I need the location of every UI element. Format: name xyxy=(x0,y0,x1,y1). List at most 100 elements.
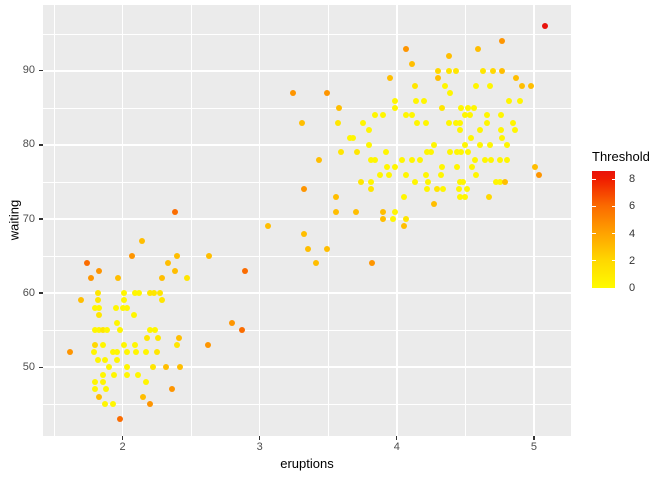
data-point xyxy=(119,304,126,311)
legend-tick-mark xyxy=(592,205,596,207)
gridline-minor-horizontal xyxy=(43,329,571,331)
data-point xyxy=(120,297,127,304)
legend-tick-mark xyxy=(611,178,615,180)
y-tick-mark xyxy=(39,218,43,220)
data-point xyxy=(104,327,111,334)
data-point xyxy=(359,119,366,126)
data-point xyxy=(392,104,399,111)
data-point xyxy=(333,208,340,215)
data-point xyxy=(299,119,306,126)
data-point xyxy=(403,112,410,119)
data-point xyxy=(94,356,101,363)
data-point xyxy=(400,223,407,230)
data-point xyxy=(138,238,145,245)
data-point xyxy=(153,349,160,356)
data-point xyxy=(304,245,311,252)
data-point xyxy=(469,164,476,171)
data-point xyxy=(454,164,461,171)
legend-tick-mark xyxy=(611,260,615,262)
data-point xyxy=(422,171,429,178)
data-point xyxy=(445,119,452,126)
legend-tick-mark xyxy=(592,178,596,180)
data-point xyxy=(454,149,461,156)
y-tick-label: 90 xyxy=(22,64,35,77)
data-point xyxy=(392,164,399,171)
data-point xyxy=(367,178,374,185)
data-point xyxy=(473,82,480,89)
data-point xyxy=(408,156,415,163)
data-point xyxy=(481,156,488,163)
data-point xyxy=(136,290,142,297)
data-point xyxy=(462,112,469,119)
data-point xyxy=(123,304,130,311)
data-point xyxy=(96,267,103,274)
data-point xyxy=(392,97,399,104)
data-point xyxy=(434,75,441,82)
data-point xyxy=(366,141,373,148)
data-point xyxy=(96,393,103,400)
x-tick-label: 4 xyxy=(393,441,400,453)
data-point xyxy=(377,171,384,178)
data-point xyxy=(487,82,494,89)
gridline-major-horizontal xyxy=(43,70,571,72)
gridline-minor-vertical xyxy=(53,5,55,436)
x-tick-mark xyxy=(121,436,124,440)
x-tick-mark xyxy=(533,436,535,440)
data-point xyxy=(229,319,236,326)
legend-colorbar-wrap: 0 2 4 6 8 xyxy=(592,171,635,294)
legend-tick-label: 6 xyxy=(629,200,636,213)
data-point xyxy=(367,156,374,163)
data-point xyxy=(399,156,406,163)
gridline-minor-horizontal xyxy=(43,181,571,183)
data-point xyxy=(337,149,344,156)
data-point xyxy=(414,119,421,126)
data-point xyxy=(385,171,392,178)
data-point xyxy=(115,275,122,282)
data-point xyxy=(289,90,296,97)
data-point xyxy=(152,327,159,334)
data-point xyxy=(159,297,166,304)
data-point xyxy=(92,386,99,393)
data-point xyxy=(142,349,149,356)
legend-tick-mark xyxy=(611,205,615,207)
data-point xyxy=(463,186,470,193)
data-point xyxy=(421,97,428,104)
data-point xyxy=(499,134,506,141)
data-point xyxy=(462,193,469,200)
data-point xyxy=(484,112,491,119)
legend-tick-label: 2 xyxy=(629,254,636,267)
gridline-minor-horizontal xyxy=(43,403,571,405)
plot-panel xyxy=(43,5,571,436)
data-point xyxy=(408,112,415,119)
data-point xyxy=(100,327,107,334)
data-point xyxy=(513,75,520,82)
data-point xyxy=(371,112,378,119)
data-point xyxy=(470,104,477,111)
data-point xyxy=(413,97,420,104)
data-point xyxy=(428,149,435,156)
gridline-minor-horizontal xyxy=(43,107,571,109)
gridline-major-vertical xyxy=(121,5,124,436)
data-point xyxy=(358,178,365,185)
data-point xyxy=(92,341,99,348)
data-point xyxy=(109,401,116,408)
data-point xyxy=(472,156,478,163)
data-point xyxy=(389,216,396,223)
data-point xyxy=(474,45,481,52)
data-point xyxy=(171,208,178,215)
data-point xyxy=(334,119,341,126)
data-point xyxy=(371,156,378,163)
data-point xyxy=(116,415,123,422)
data-point xyxy=(380,112,387,119)
legend-title: Threshold xyxy=(592,149,650,164)
data-point xyxy=(518,82,525,89)
data-point xyxy=(164,260,171,267)
gridline-major-horizontal xyxy=(43,292,571,294)
data-point xyxy=(175,334,182,341)
data-point xyxy=(503,156,510,163)
data-point xyxy=(492,178,499,185)
data-point xyxy=(120,290,127,297)
data-point xyxy=(131,290,138,297)
data-point xyxy=(133,349,140,356)
data-point xyxy=(101,356,108,363)
